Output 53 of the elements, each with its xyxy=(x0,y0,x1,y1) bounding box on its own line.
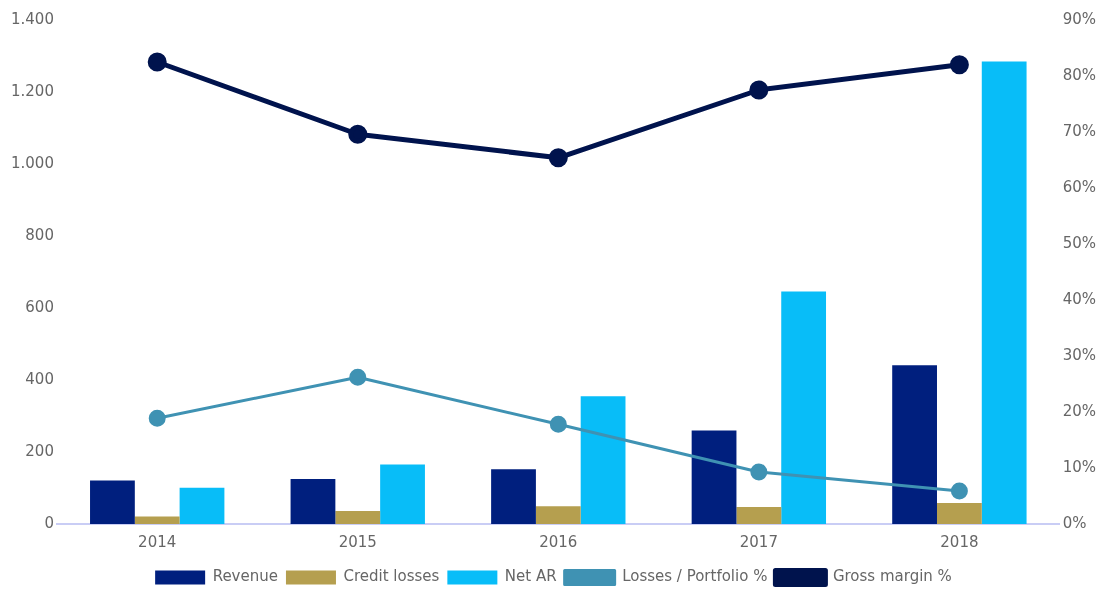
y2-tick-label: 30% xyxy=(1062,345,1096,364)
point xyxy=(950,482,968,500)
point xyxy=(548,148,568,168)
bar xyxy=(781,291,827,524)
legend-label: Gross margin % xyxy=(832,567,952,586)
y2-tick-label: 40% xyxy=(1062,289,1096,308)
y2-tick-label: 60% xyxy=(1062,177,1096,196)
bar xyxy=(580,396,626,524)
y-tick-label: 1.000 xyxy=(10,153,54,172)
point xyxy=(147,52,167,72)
bar xyxy=(691,430,737,524)
y-tick-label: 1.400 xyxy=(10,9,54,28)
y2-tick-label: 20% xyxy=(1062,401,1096,420)
bar xyxy=(491,469,536,524)
y-tick-label: 200 xyxy=(25,441,54,460)
y-tick-label: 600 xyxy=(25,297,54,316)
x-tick-label: 2017 xyxy=(739,532,778,551)
bar xyxy=(892,365,937,524)
point xyxy=(349,368,367,386)
y2-tick-label: 90% xyxy=(1062,9,1096,28)
legend-label: Revenue xyxy=(212,567,278,586)
x-tick-label: 2018 xyxy=(940,532,979,551)
point xyxy=(348,124,368,144)
y-tick-label: 0 xyxy=(44,513,54,532)
point xyxy=(549,415,567,433)
y-tick-label: 400 xyxy=(25,369,54,388)
point xyxy=(749,80,769,100)
bar xyxy=(981,61,1027,524)
bar xyxy=(736,507,782,524)
legend-label: Losses / Portfolio % xyxy=(622,567,768,586)
y2-tick-label: 0% xyxy=(1062,513,1087,532)
y2-tick-label: 10% xyxy=(1062,457,1096,476)
point xyxy=(148,409,166,427)
bar xyxy=(335,511,381,524)
y-tick-label: 800 xyxy=(25,225,54,244)
bar xyxy=(290,479,336,524)
bar xyxy=(134,516,180,524)
y2-tick-label: 50% xyxy=(1062,233,1096,252)
point xyxy=(750,463,768,481)
point xyxy=(949,55,969,75)
x-tick-label: 2016 xyxy=(539,532,578,551)
x-tick-label: 2015 xyxy=(338,532,377,551)
x-tick-label: 2014 xyxy=(138,532,177,551)
y-tick-label: 1.200 xyxy=(10,81,54,100)
bar xyxy=(380,464,425,524)
bar xyxy=(535,506,581,524)
y2-tick-label: 80% xyxy=(1062,65,1096,84)
y2-tick-label: 70% xyxy=(1062,121,1096,140)
legend-label: Credit losses xyxy=(343,567,440,586)
bar xyxy=(90,480,135,524)
bar xyxy=(936,503,982,524)
legend-label: Net AR xyxy=(504,567,557,586)
bar xyxy=(179,487,225,524)
